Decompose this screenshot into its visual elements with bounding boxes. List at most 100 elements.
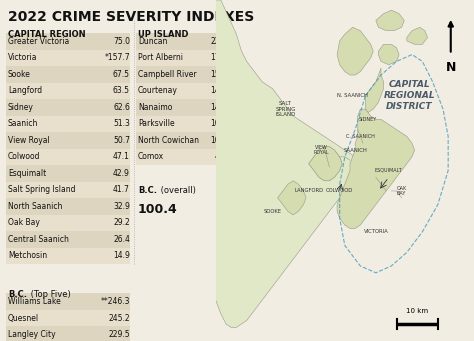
Text: 41.7: 41.7 xyxy=(113,185,130,194)
Polygon shape xyxy=(365,68,383,113)
Text: N: N xyxy=(446,61,456,74)
Bar xyxy=(6,66,130,83)
Text: (overall): (overall) xyxy=(158,187,196,195)
Text: Langford: Langford xyxy=(8,86,42,95)
Text: Salt Spring Island: Salt Spring Island xyxy=(8,185,75,194)
Text: 32.9: 32.9 xyxy=(113,202,130,211)
Text: 14.9: 14.9 xyxy=(113,251,130,260)
Text: *157.7: *157.7 xyxy=(104,53,130,62)
Text: CAPITAL
REGIONAL
DISTRICT: CAPITAL REGIONAL DISTRICT xyxy=(383,80,435,111)
Polygon shape xyxy=(376,10,404,31)
Text: COLWOOD: COLWOOD xyxy=(326,189,353,193)
Polygon shape xyxy=(378,44,399,65)
Bar xyxy=(136,116,232,132)
Text: C. SAANICH: C. SAANICH xyxy=(346,134,375,139)
Text: Parksville: Parksville xyxy=(138,119,174,128)
Text: 100.4: 100.4 xyxy=(138,204,178,217)
Text: (Top Five): (Top Five) xyxy=(28,291,71,299)
Text: Metchosin: Metchosin xyxy=(8,251,47,260)
Text: UP ISLAND: UP ISLAND xyxy=(138,30,189,39)
Text: Esquimalt: Esquimalt xyxy=(8,169,46,178)
Text: Sooke: Sooke xyxy=(8,70,31,79)
Bar xyxy=(136,148,232,165)
Text: Langley City: Langley City xyxy=(8,330,55,339)
Text: Williams Lake: Williams Lake xyxy=(8,297,61,306)
Text: Comox: Comox xyxy=(138,152,164,161)
Text: 245.2: 245.2 xyxy=(109,314,130,323)
Text: VIEW
ROYAL: VIEW ROYAL xyxy=(314,145,329,155)
Bar xyxy=(6,248,130,264)
Text: 50.7: 50.7 xyxy=(113,136,130,145)
Text: B.C.: B.C. xyxy=(138,187,157,195)
Bar xyxy=(6,231,130,248)
Text: 47.1: 47.1 xyxy=(113,152,130,161)
Text: OAK
BAY: OAK BAY xyxy=(397,186,407,196)
Polygon shape xyxy=(337,109,415,228)
Text: 29.2: 29.2 xyxy=(113,218,130,227)
Text: 157.2: 157.2 xyxy=(210,70,232,79)
Bar xyxy=(6,99,130,116)
Text: Quesnel: Quesnel xyxy=(8,314,39,323)
Text: 43.6: 43.6 xyxy=(215,152,232,161)
Text: 62.6: 62.6 xyxy=(113,103,130,112)
Text: 226.4: 226.4 xyxy=(210,37,232,46)
Text: View Royal: View Royal xyxy=(8,136,50,145)
Text: Greater Victoria: Greater Victoria xyxy=(8,37,69,46)
Text: North Saanich: North Saanich xyxy=(8,202,63,211)
Bar xyxy=(6,326,130,341)
Bar xyxy=(136,66,232,83)
Text: Victoria: Victoria xyxy=(8,53,37,62)
Text: 140.3: 140.3 xyxy=(210,103,232,112)
Text: 67.5: 67.5 xyxy=(113,70,130,79)
Text: SAANICH: SAANICH xyxy=(343,148,367,152)
Polygon shape xyxy=(309,147,342,181)
Bar xyxy=(136,83,232,99)
Text: Saanich: Saanich xyxy=(8,119,38,128)
Text: 63.5: 63.5 xyxy=(113,86,130,95)
Text: VICTORIA: VICTORIA xyxy=(364,229,388,234)
Text: Nanaimo: Nanaimo xyxy=(138,103,173,112)
Text: **246.3: **246.3 xyxy=(100,297,130,306)
Bar xyxy=(6,181,130,198)
Text: Colwood: Colwood xyxy=(8,152,40,161)
Text: SIDNEY: SIDNEY xyxy=(359,117,377,122)
Text: ESQUIMALT: ESQUIMALT xyxy=(375,168,402,173)
Text: 51.3: 51.3 xyxy=(113,119,130,128)
Polygon shape xyxy=(407,27,428,44)
Text: 26.4: 26.4 xyxy=(113,235,130,244)
Text: 2022 CRIME SEVERITY INDEXES: 2022 CRIME SEVERITY INDEXES xyxy=(8,10,254,24)
Text: SALT
SPRING
ISLAND: SALT SPRING ISLAND xyxy=(275,101,296,117)
Text: 100.5: 100.5 xyxy=(210,136,232,145)
Text: Central Saanich: Central Saanich xyxy=(8,235,69,244)
Bar xyxy=(6,293,130,310)
Bar xyxy=(6,165,130,181)
Polygon shape xyxy=(278,181,306,215)
Text: CAPITAL REGION: CAPITAL REGION xyxy=(8,30,86,39)
Bar xyxy=(136,33,232,49)
Bar xyxy=(136,99,232,116)
Bar xyxy=(136,132,232,148)
Bar xyxy=(6,49,130,66)
Bar xyxy=(6,83,130,99)
Text: 179.4: 179.4 xyxy=(210,53,232,62)
Text: Duncan: Duncan xyxy=(138,37,167,46)
Text: North Cowichan: North Cowichan xyxy=(138,136,199,145)
Text: N. SAANICH: N. SAANICH xyxy=(337,93,368,98)
Text: B.C.: B.C. xyxy=(8,291,27,299)
Polygon shape xyxy=(337,27,373,75)
Bar xyxy=(6,198,130,214)
Text: 141.7: 141.7 xyxy=(210,86,232,95)
Text: Oak Bay: Oak Bay xyxy=(8,218,40,227)
Bar xyxy=(136,49,232,66)
Text: 75.0: 75.0 xyxy=(113,37,130,46)
Text: 10 km: 10 km xyxy=(406,308,428,314)
Text: LANGFORD: LANGFORD xyxy=(294,189,323,193)
Text: Port Alberni: Port Alberni xyxy=(138,53,183,62)
Bar xyxy=(6,132,130,148)
Bar xyxy=(6,214,130,231)
Text: 42.9: 42.9 xyxy=(113,169,130,178)
Bar xyxy=(6,116,130,132)
Text: Campbell River: Campbell River xyxy=(138,70,197,79)
Text: 105.7: 105.7 xyxy=(210,119,232,128)
Text: 229.5: 229.5 xyxy=(109,330,130,339)
